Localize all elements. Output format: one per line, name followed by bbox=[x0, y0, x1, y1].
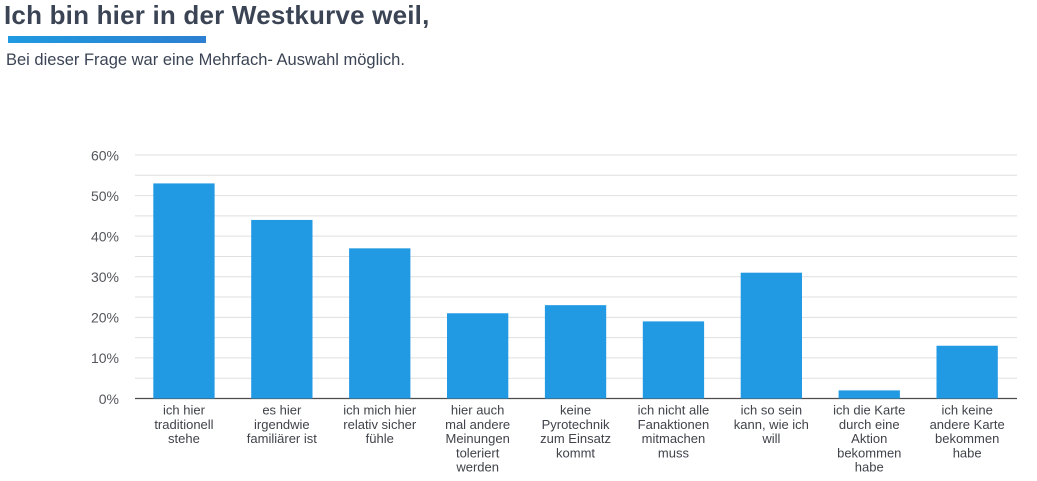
svg-text:30%: 30% bbox=[91, 269, 119, 285]
svg-text:50%: 50% bbox=[91, 188, 119, 204]
svg-text:10%: 10% bbox=[91, 350, 119, 366]
svg-text:40%: 40% bbox=[91, 228, 119, 244]
svg-text:0%: 0% bbox=[99, 391, 119, 407]
svg-text:20%: 20% bbox=[91, 310, 119, 326]
svg-text:60%: 60% bbox=[91, 147, 119, 163]
